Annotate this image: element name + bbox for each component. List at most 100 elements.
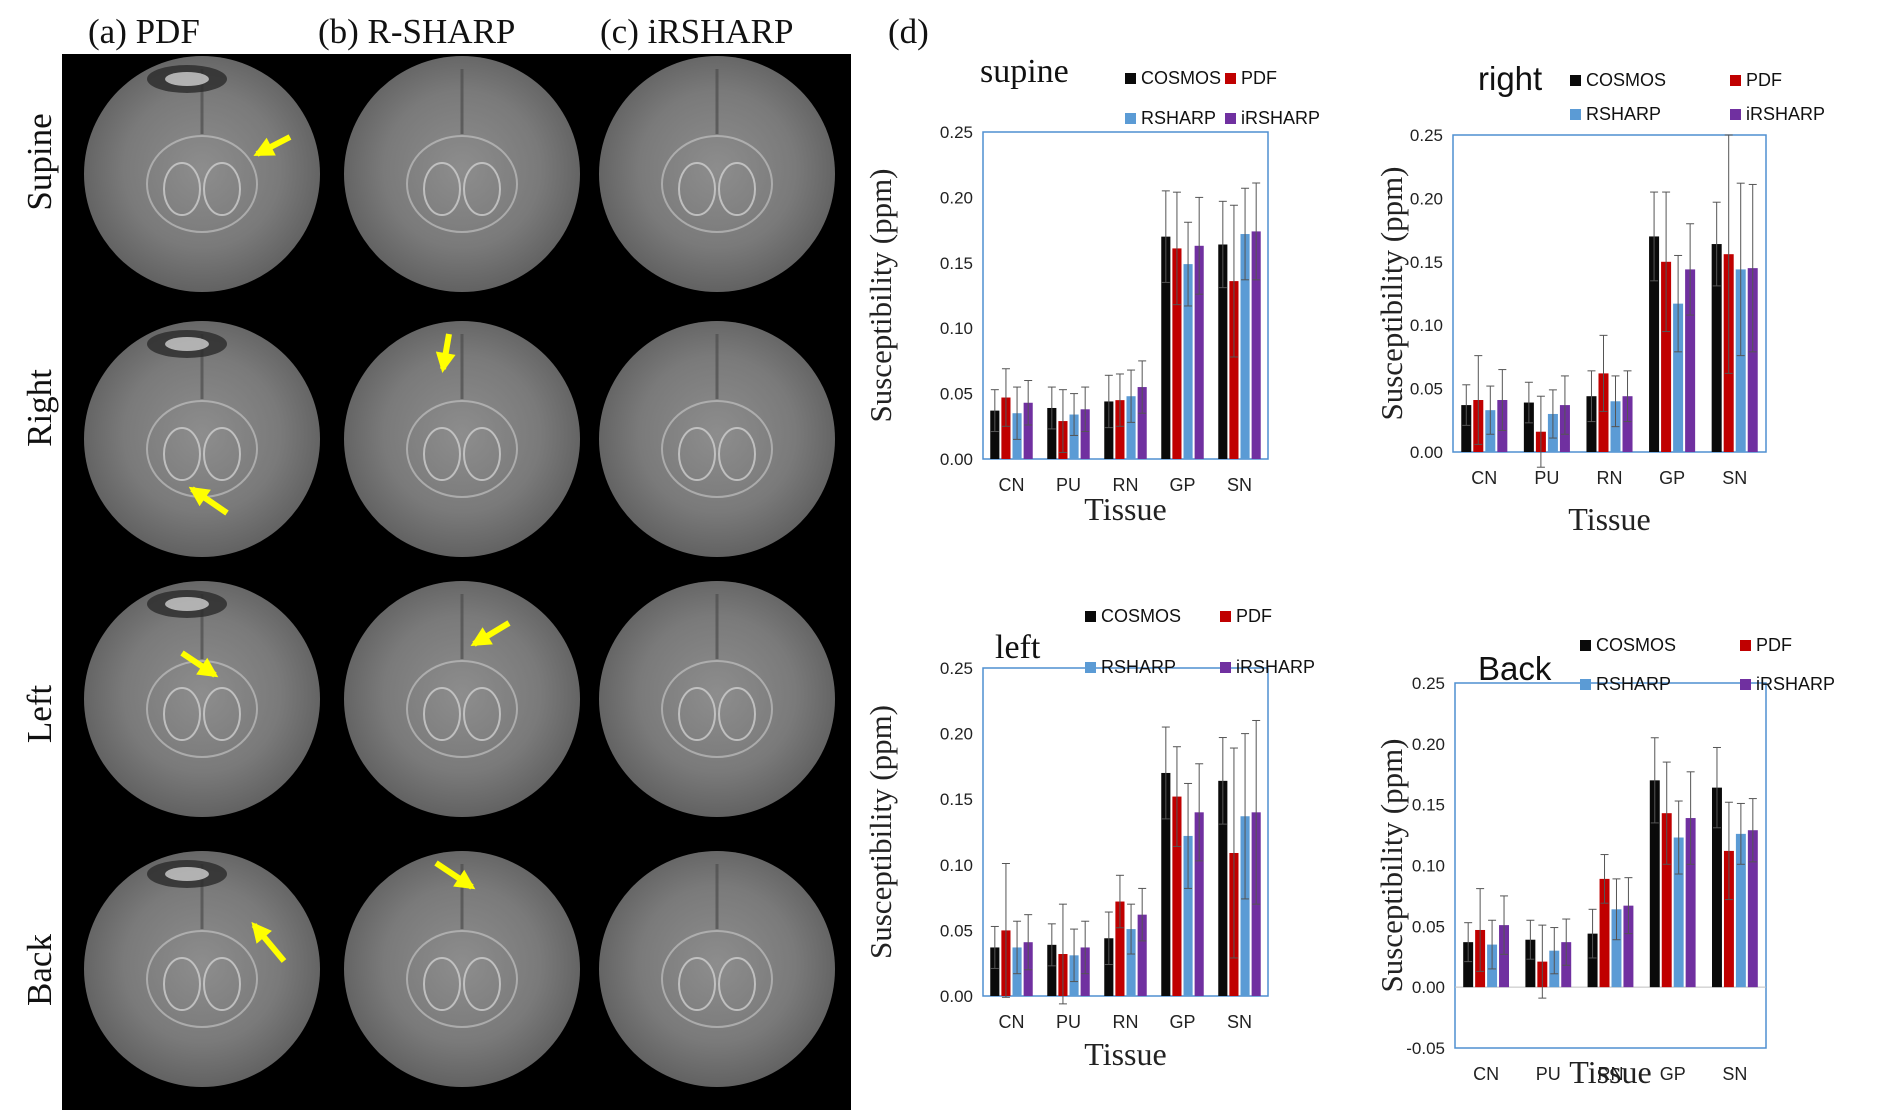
plot-area	[1452, 134, 1767, 453]
bar	[1137, 387, 1147, 459]
bar	[1599, 878, 1610, 988]
brain-structure	[678, 427, 716, 481]
bar	[1172, 248, 1182, 459]
legend-label: PDF	[1236, 606, 1272, 626]
bar	[1649, 780, 1660, 988]
x-tick-label: SN	[1722, 1064, 1747, 1084]
bar	[1499, 925, 1510, 988]
chart-left-svg: 0.00 0.05 0.10 0.15 0.20 0.25 CN PU RN GP SN Suscep…	[863, 606, 1315, 1072]
bar	[1183, 264, 1193, 459]
bar	[1047, 407, 1057, 459]
x-tick-label: CN	[1471, 468, 1497, 488]
bar	[1598, 373, 1609, 452]
panel-a-label: (a) PDF	[88, 12, 200, 51]
brain-slice	[599, 56, 835, 292]
y-tick-label: 0.15	[940, 254, 973, 273]
arrow-head	[251, 921, 272, 944]
brain-outline	[344, 851, 580, 1087]
bar	[1183, 835, 1193, 996]
arrow-head	[453, 869, 476, 890]
x-tick-label: RN	[1597, 468, 1623, 488]
y-tick-label: 0.25	[940, 659, 973, 678]
brain-slice	[344, 321, 580, 557]
x-tick-label: RN	[1113, 475, 1139, 495]
legend-swatch	[1730, 75, 1741, 86]
brain-structure	[406, 400, 518, 498]
plot-area	[982, 667, 1269, 997]
x-tick-label: SN	[1227, 1012, 1252, 1032]
brain-outline	[344, 56, 580, 292]
legend-swatch	[1570, 75, 1581, 86]
x-axis-label: Tissue	[1568, 501, 1650, 537]
legend-label: PDF	[1756, 635, 1792, 655]
brain-outline	[599, 56, 835, 292]
y-tick-label: 0.20	[940, 188, 973, 207]
x-tick-label: SN	[1227, 475, 1252, 495]
artifact-region	[165, 72, 209, 86]
legend-label: COSMOS	[1141, 68, 1221, 88]
bar	[1685, 269, 1696, 452]
brain-structure	[203, 687, 241, 741]
bar	[1104, 938, 1114, 996]
bar	[1115, 400, 1125, 459]
x-tick-label: SN	[1722, 468, 1747, 488]
bar	[1069, 414, 1079, 459]
chart-supine-svg: 0.00 0.05 0.10 0.15 0.20 0.25 CN PU RN GP SN Suscep…	[863, 53, 1320, 527]
brain-structure	[146, 930, 258, 1028]
x-tick-label: CN	[999, 475, 1025, 495]
y-axis-label: Susceptibility (ppm)	[863, 168, 898, 422]
bar	[990, 410, 1000, 459]
brain-structure	[661, 135, 773, 233]
bar	[1047, 944, 1057, 996]
legend-swatch	[1125, 73, 1136, 84]
brain-structure	[718, 162, 756, 216]
mri-image-grid	[62, 54, 851, 1110]
bar	[1586, 396, 1597, 452]
brain-structure	[423, 687, 461, 741]
plot-area	[1454, 682, 1767, 1049]
brain-structure	[146, 660, 258, 758]
y-axis-label: Susceptibility (ppm)	[1374, 166, 1409, 420]
x-axis-label: Tissue	[1084, 1036, 1166, 1072]
brain-structure	[463, 427, 501, 481]
brain-structure	[406, 930, 518, 1028]
bar	[1735, 269, 1746, 452]
bar	[1218, 244, 1228, 459]
arrow-head	[196, 657, 219, 678]
bar	[1711, 244, 1722, 452]
brain-structure	[661, 400, 773, 498]
row-label-left: Left	[20, 684, 59, 744]
brain-outline	[599, 581, 835, 817]
legend-label: RSHARP	[1586, 104, 1661, 124]
brain-structure	[163, 427, 201, 481]
legend-label: COSMOS	[1101, 606, 1181, 626]
x-tick-label: PU	[1534, 468, 1559, 488]
y-tick-label: 0.05	[940, 385, 973, 404]
bar	[1126, 396, 1136, 459]
brain-structure	[661, 660, 773, 758]
bar	[1172, 796, 1182, 996]
brain-structure	[423, 427, 461, 481]
legend-label: COSMOS	[1596, 635, 1676, 655]
bar	[990, 947, 1000, 996]
yellow-arrow-icon	[434, 860, 476, 890]
brain-slice	[599, 321, 835, 557]
brain-structure	[203, 957, 241, 1011]
legend-swatch	[1220, 611, 1231, 622]
panel-b-label: (b) R-SHARP	[318, 12, 516, 51]
bar	[1023, 402, 1033, 459]
chart-title: right	[1478, 60, 1542, 97]
x-tick-label: GP	[1659, 468, 1685, 488]
x-tick-label: PU	[1056, 1012, 1081, 1032]
chart-right-svg: 0.00 0.05 0.10 0.15 0.20 0.25 CN PU RN GP SN Suscep…	[1374, 60, 1825, 537]
y-tick-label: 0.10	[1410, 316, 1443, 335]
brain-structure	[163, 957, 201, 1011]
yellow-arrow-icon	[251, 921, 287, 963]
y-tick-label: 0.00	[940, 450, 973, 469]
chart-title: Back	[1478, 650, 1552, 687]
brain-structure	[463, 162, 501, 216]
y-tick-label: 0.10	[940, 856, 973, 875]
bar	[1240, 816, 1250, 996]
y-tick-label: 0.20	[1410, 189, 1443, 208]
bar	[1735, 833, 1746, 988]
